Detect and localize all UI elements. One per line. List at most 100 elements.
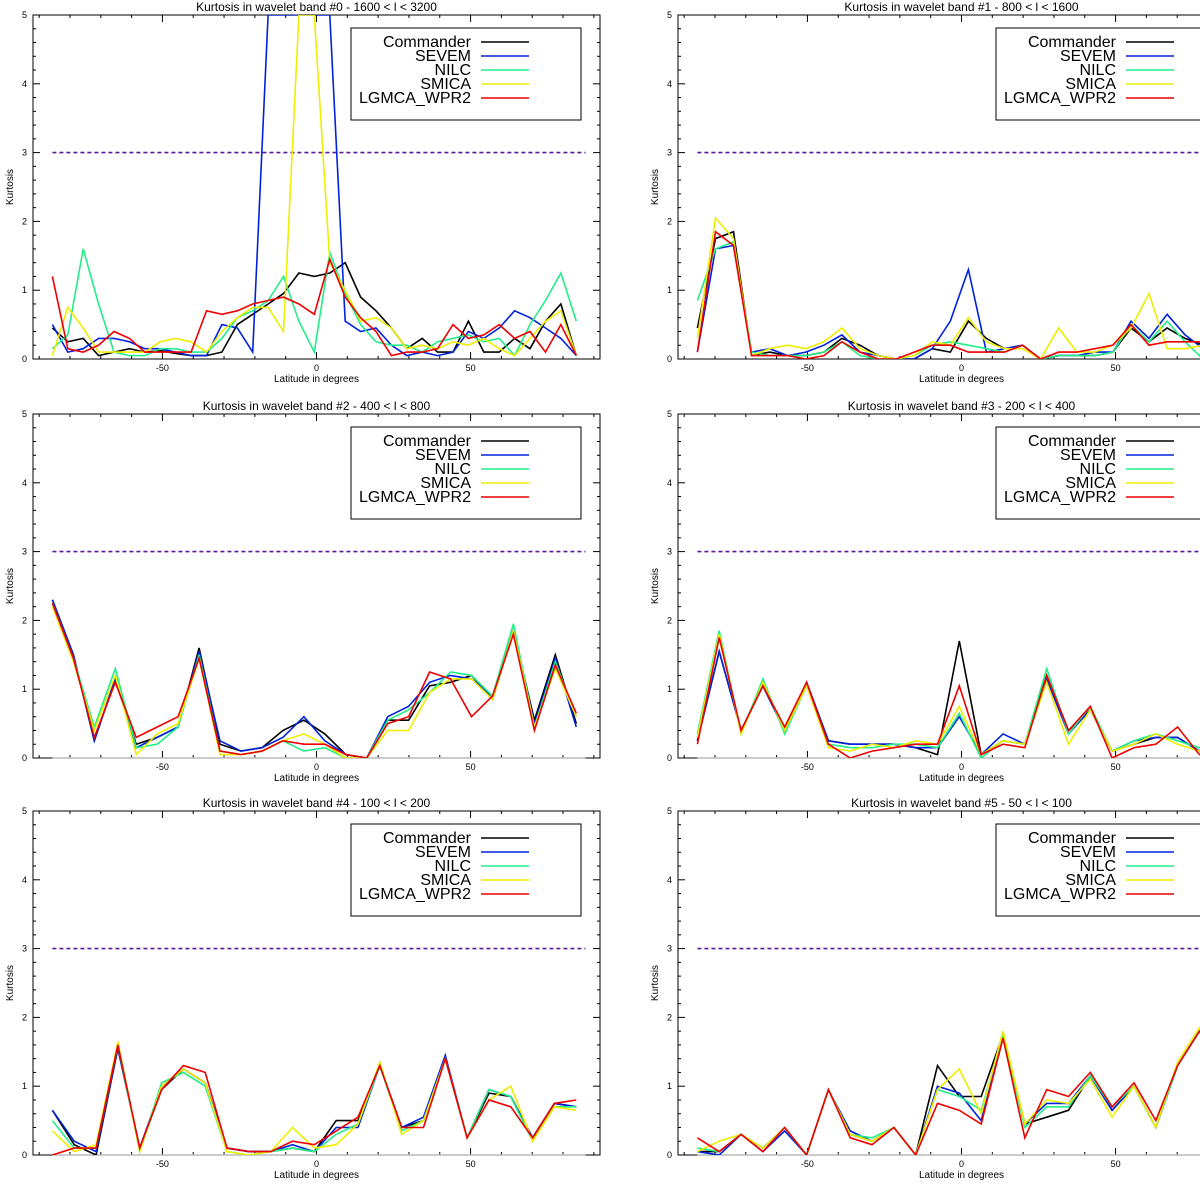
- panel-0: Kurtosis in wavelet band #0 - 1600 < l <…: [5, 0, 601, 385]
- x-tick-label: -50: [801, 1159, 814, 1169]
- y-tick-label: 1: [667, 1081, 672, 1091]
- y-tick-label: 2: [22, 216, 27, 226]
- series-line-nilc: [696, 240, 1200, 359]
- legend-label: SEVEM: [1060, 844, 1116, 861]
- x-tick-label: 0: [959, 762, 964, 772]
- y-tick-label: 4: [667, 875, 672, 885]
- series-line-smica: [51, 15, 578, 357]
- legend-label: SEVEM: [1060, 48, 1116, 65]
- series-group: [51, 599, 578, 758]
- x-tick-label: -50: [801, 762, 814, 772]
- x-axis-label: Latitude in degrees: [919, 1170, 1004, 1181]
- x-tick-label: 0: [314, 1159, 319, 1169]
- x-tick-label: -50: [156, 1159, 169, 1169]
- series-line-smica: [696, 634, 1200, 756]
- x-tick-label: -50: [801, 363, 814, 373]
- legend-label: SMICA: [420, 475, 471, 492]
- x-tick-label: -50: [156, 762, 169, 772]
- legend-label: Commander: [383, 830, 472, 847]
- legend-box: [995, 27, 1200, 121]
- y-tick-label: 3: [22, 547, 27, 557]
- y-tick-label: 5: [22, 806, 27, 816]
- y-axis-label: Kurtosis: [5, 965, 16, 1001]
- legend-label: SMICA: [1065, 76, 1116, 93]
- y-tick-label: 1: [667, 285, 672, 295]
- series-group: [696, 1026, 1200, 1155]
- series-line-lgmca_wpr2: [51, 602, 578, 758]
- legend-label: NILC: [435, 461, 471, 478]
- panel-1: Kurtosis in wavelet band #1 - 800 < l < …: [650, 0, 1200, 385]
- legend-label: LGMCA_WPR2: [359, 886, 471, 903]
- legend-label: Commander: [1028, 433, 1117, 450]
- y-tick-label: 0: [667, 1150, 672, 1160]
- legend-label: Commander: [383, 433, 472, 450]
- x-tick-label: 0: [959, 1159, 964, 1169]
- y-tick-label: 1: [667, 684, 672, 694]
- y-tick-label: 0: [22, 1150, 27, 1160]
- y-tick-label: 0: [22, 354, 27, 364]
- y-tick-label: 4: [22, 79, 27, 89]
- series-line-smica: [697, 1026, 1200, 1155]
- x-axis-label: Latitude in degrees: [274, 773, 359, 784]
- series-line-nilc: [696, 630, 1200, 758]
- legend-box: [995, 426, 1200, 520]
- series-line-lgmca_wpr2: [696, 230, 1200, 359]
- series-line-sevem: [696, 244, 1200, 359]
- chart-title: Kurtosis in wavelet band #4 - 100 < l < …: [203, 796, 431, 810]
- y-tick-label: 1: [22, 1081, 27, 1091]
- y-tick-label: 4: [22, 875, 27, 885]
- series-line-sevem: [51, 1048, 577, 1153]
- series-line-lgmca_wpr2: [696, 637, 1200, 758]
- panel-5: Kurtosis in wavelet band #5 - 50 < l < 1…: [650, 796, 1200, 1181]
- x-tick-label: 50: [466, 363, 476, 373]
- legend-label: SEVEM: [415, 447, 471, 464]
- y-tick-label: 0: [22, 753, 27, 763]
- x-tick-label: 50: [1111, 363, 1121, 373]
- series-group: [51, 1041, 577, 1155]
- legend-label: NILC: [435, 62, 471, 79]
- y-tick-label: 1: [22, 684, 27, 694]
- legend-label: NILC: [1080, 62, 1116, 79]
- series-line-nilc: [51, 1044, 577, 1155]
- y-axis-label: Kurtosis: [5, 169, 16, 205]
- x-tick-label: 50: [1111, 1159, 1121, 1169]
- legend-label: NILC: [1080, 461, 1116, 478]
- y-tick-label: 4: [667, 478, 672, 488]
- x-tick-label: -50: [156, 363, 169, 373]
- series-line-lgmca_wpr2: [51, 256, 578, 357]
- y-tick-label: 0: [667, 354, 672, 364]
- chart-title: Kurtosis in wavelet band #5 - 50 < l < 1…: [851, 796, 1072, 810]
- legend-box: [350, 27, 582, 121]
- x-tick-label: 0: [959, 363, 964, 373]
- y-axis-label: Kurtosis: [5, 568, 16, 604]
- legend-label: LGMCA_WPR2: [1004, 489, 1116, 506]
- chart-title: Kurtosis in wavelet band #0 - 1600 < l <…: [196, 0, 437, 14]
- legend-label: LGMCA_WPR2: [359, 489, 471, 506]
- legend-label: SEVEM: [415, 844, 471, 861]
- y-tick-label: 3: [667, 944, 672, 954]
- x-axis-label: Latitude in degrees: [919, 773, 1004, 784]
- y-tick-label: 5: [667, 409, 672, 419]
- y-tick-label: 5: [22, 10, 27, 20]
- y-tick-label: 4: [667, 79, 672, 89]
- y-tick-label: 5: [667, 806, 672, 816]
- chart-title: Kurtosis in wavelet band #1 - 800 < l < …: [844, 0, 1078, 14]
- series-line-sevem: [51, 15, 577, 357]
- y-tick-label: 2: [22, 615, 27, 625]
- y-tick-label: 3: [667, 148, 672, 158]
- y-axis-label: Kurtosis: [650, 568, 661, 604]
- x-tick-label: 0: [314, 363, 319, 373]
- panel-3: Kurtosis in wavelet band #3 - 200 < l < …: [650, 399, 1200, 784]
- y-axis-label: Kurtosis: [650, 169, 661, 205]
- series-group: [696, 630, 1200, 758]
- y-tick-label: 4: [22, 478, 27, 488]
- legend-label: Commander: [1028, 830, 1117, 847]
- y-tick-label: 2: [667, 1012, 672, 1022]
- y-tick-label: 5: [667, 10, 672, 20]
- legend-label: LGMCA_WPR2: [359, 90, 471, 107]
- series-group: [696, 216, 1200, 359]
- legend-label: SMICA: [420, 76, 471, 93]
